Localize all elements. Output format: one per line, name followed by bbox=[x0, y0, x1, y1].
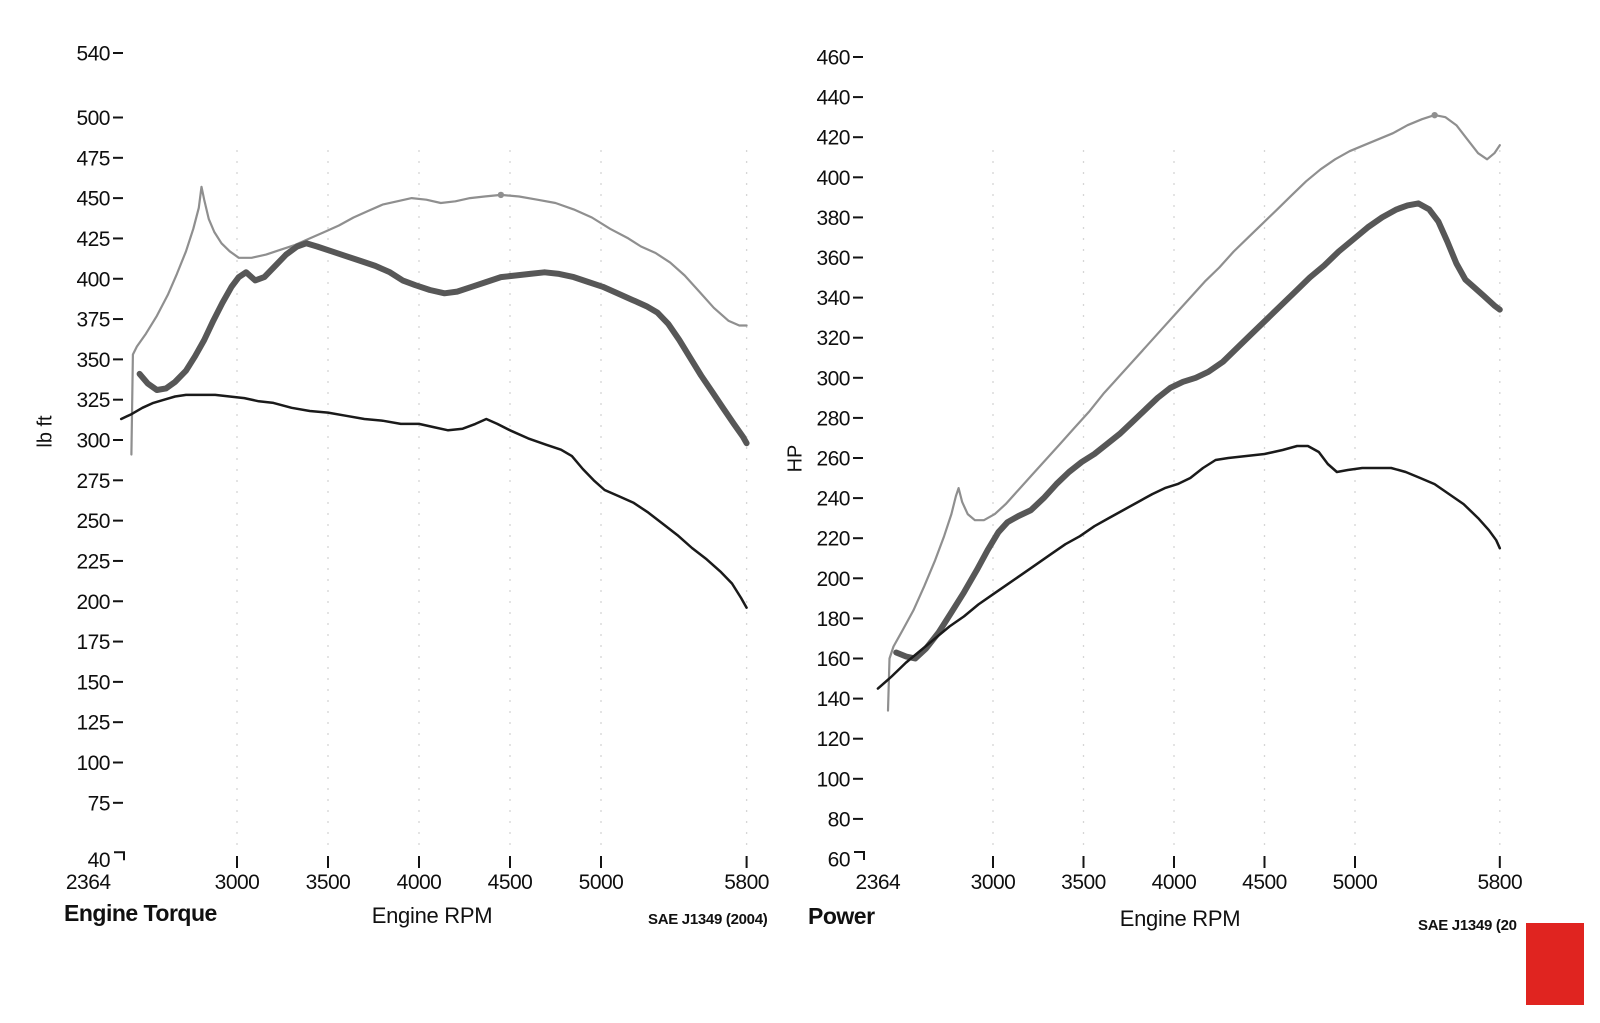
torque-sae-note: SAE J1349 (2004) bbox=[648, 911, 768, 928]
y-tick-label: 325 bbox=[76, 389, 110, 412]
y-tick-label: 150 bbox=[76, 671, 110, 694]
power-run-light-gray bbox=[886, 113, 1501, 712]
torque-run-dark-gray bbox=[136, 240, 750, 447]
y-tick-label: 160 bbox=[816, 648, 850, 671]
torque-chart-title: Engine Torque bbox=[64, 900, 217, 926]
power-run-dark-gray bbox=[893, 200, 1503, 662]
y-tick-label: 140 bbox=[816, 688, 850, 711]
torque-x-axis-label: Engine RPM bbox=[371, 903, 493, 928]
x-tick-label: 5800 bbox=[724, 871, 769, 894]
y-tick-label: 500 bbox=[76, 107, 110, 130]
y-tick-label: 400 bbox=[76, 268, 110, 291]
y-tick-label: 175 bbox=[76, 631, 110, 654]
power-y-axis-unit: HP bbox=[784, 444, 807, 473]
x-tick-label: 3000 bbox=[971, 871, 1016, 894]
y-tick-label: 260 bbox=[816, 448, 850, 471]
y-tick-label: 100 bbox=[816, 768, 850, 791]
x-tick-label: 3500 bbox=[1061, 871, 1106, 894]
power-chart-title: Power bbox=[808, 903, 875, 929]
motoiq-logo-graphic bbox=[1526, 923, 1584, 1005]
y-tick-label: 420 bbox=[816, 127, 850, 150]
axis-origin-corner bbox=[114, 851, 125, 861]
x-tick-label: 2364 bbox=[66, 871, 112, 894]
y-tick-label: 375 bbox=[76, 309, 110, 332]
y-tick-label: 200 bbox=[76, 591, 110, 614]
torque-run-black bbox=[119, 393, 748, 609]
y-tick-label: 425 bbox=[76, 228, 110, 251]
y-tick-label: 300 bbox=[816, 367, 850, 390]
y-tick-label: 180 bbox=[816, 608, 850, 631]
power-run-black bbox=[876, 444, 1502, 690]
y-tick-label: 350 bbox=[76, 349, 110, 372]
x-tick-label: 4500 bbox=[1242, 871, 1287, 894]
y-tick-label: 200 bbox=[816, 568, 850, 591]
y-tick-label: 120 bbox=[816, 728, 850, 751]
axis-origin-corner bbox=[854, 851, 865, 860]
logo-red-square bbox=[1526, 923, 1584, 1005]
power-x-axis-label: Engine RPM bbox=[1119, 906, 1241, 931]
y-tick-label: 460 bbox=[816, 47, 850, 70]
x-tick-label: 3000 bbox=[215, 871, 260, 894]
torque-run-light-gray-peak-marker bbox=[497, 191, 505, 199]
y-tick-label: 40 bbox=[88, 849, 110, 872]
y-tick-label: 440 bbox=[816, 87, 850, 110]
x-tick-label: 3500 bbox=[306, 871, 351, 894]
torque-chart: 2364 3000 3500 4000 4500 5000 5800 540 500 475 450… bbox=[66, 43, 770, 895]
y-tick-label: 60 bbox=[828, 849, 850, 872]
torque-run-light-gray bbox=[130, 185, 748, 456]
y-tick-label: 475 bbox=[76, 147, 110, 170]
y-tick-label: 320 bbox=[816, 327, 850, 350]
motoiq-logo bbox=[1374, 918, 1600, 1023]
y-tick-label: 340 bbox=[816, 287, 850, 310]
x-tick-label: 4000 bbox=[397, 871, 442, 894]
y-tick-label: 240 bbox=[816, 488, 850, 511]
y-tick-label: 360 bbox=[816, 247, 850, 270]
y-tick-label: 125 bbox=[76, 712, 110, 735]
y-tick-label: 250 bbox=[76, 510, 110, 533]
power-run-light-gray-peak-marker bbox=[1431, 111, 1438, 119]
x-tick-label: 5000 bbox=[579, 871, 624, 894]
x-tick-label: 4000 bbox=[1152, 871, 1197, 894]
y-tick-label: 380 bbox=[816, 207, 850, 230]
x-tick-label: 5800 bbox=[1477, 871, 1522, 894]
y-tick-label: 280 bbox=[816, 407, 850, 430]
y-tick-label: 540 bbox=[76, 43, 110, 66]
x-tick-label: 5000 bbox=[1333, 871, 1378, 894]
y-tick-label: 400 bbox=[816, 167, 850, 190]
y-tick-label: 275 bbox=[76, 470, 110, 493]
torque-y-axis-unit: lb ft bbox=[34, 415, 57, 448]
y-tick-label: 300 bbox=[76, 430, 110, 453]
power-sae-note: SAE J1349 (20 bbox=[1418, 917, 1517, 934]
y-tick-label: 75 bbox=[88, 792, 110, 815]
x-tick-label: 2364 bbox=[856, 871, 902, 894]
y-tick-label: 100 bbox=[76, 752, 110, 775]
y-tick-label: 450 bbox=[76, 188, 110, 211]
x-tick-label: 4500 bbox=[488, 871, 533, 894]
power-chart: 2364 3000 3500 4000 4500 5000 5800 460 440 420 400… bbox=[816, 47, 1522, 895]
y-tick-label: 220 bbox=[816, 528, 850, 551]
y-tick-label: 80 bbox=[828, 808, 850, 831]
y-tick-label: 225 bbox=[76, 550, 110, 573]
